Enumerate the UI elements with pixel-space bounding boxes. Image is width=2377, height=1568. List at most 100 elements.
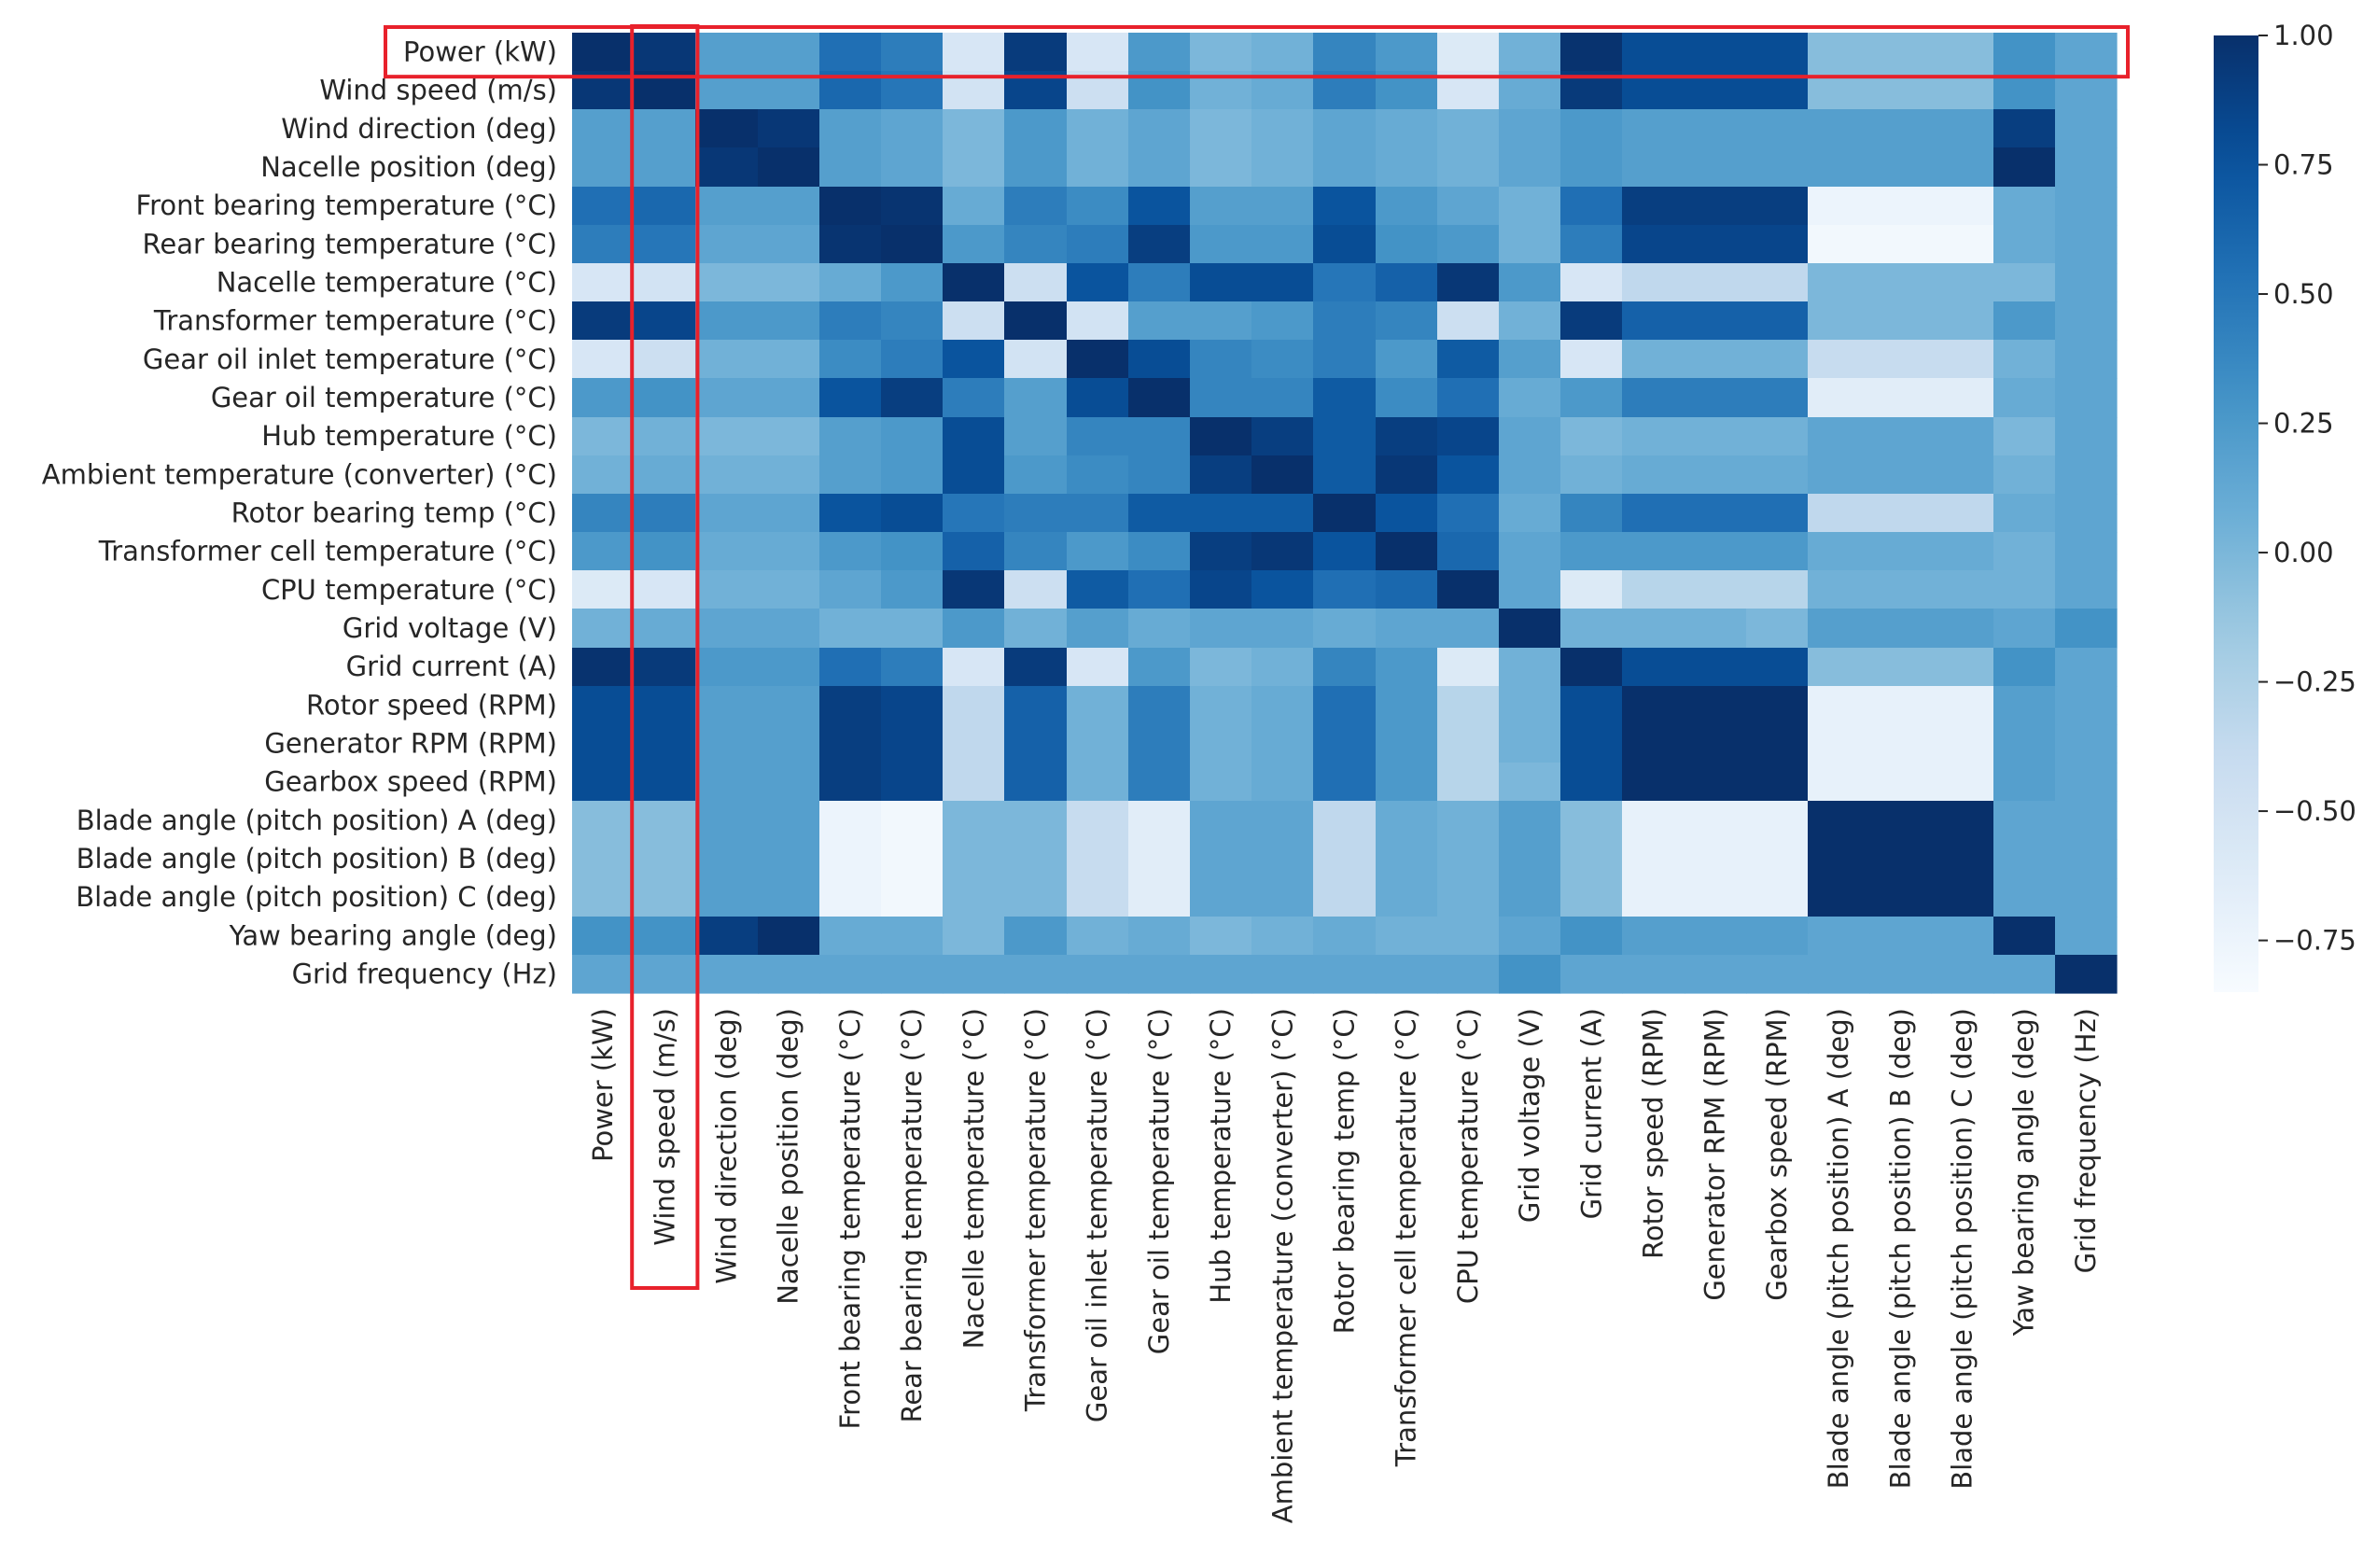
heatmap-cell-r24-c14 <box>1437 955 1500 994</box>
heatmap-cell-r4-c24 <box>2055 187 2118 226</box>
heatmap-cell-r4-c13 <box>1376 187 1438 226</box>
heatmap-cell-r15-c3 <box>758 609 820 649</box>
heatmap-cell-r7-c3 <box>758 301 820 341</box>
column-label-blade-angle-pitch-position-b-deg: Blade angle (pitch position) B (deg) <box>1884 1008 1916 1489</box>
heatmap-cell-r9-c11 <box>1251 378 1314 418</box>
heatmap-cell-r20-c13 <box>1376 801 1438 840</box>
heatmap-cell-r7-c17 <box>1622 301 1685 341</box>
column-label-gearbox-speed-rpm: Gearbox speed (RPM) <box>1761 1008 1793 1301</box>
heatmap-cell-r18-c1 <box>634 724 696 763</box>
heatmap-cell-r9-c19 <box>1746 378 1809 418</box>
heatmap-cell-r2-c5 <box>881 109 944 148</box>
column-label-rotor-speed-rpm: Rotor speed (RPM) <box>1638 1008 1670 1259</box>
heatmap-cell-r14-c9 <box>1128 570 1191 609</box>
heatmap-cell-r21-c23 <box>1993 839 2056 879</box>
heatmap-cell-r10-c3 <box>758 417 820 456</box>
heatmap-cell-r12-c24 <box>2055 494 2118 533</box>
heatmap-cell-r6-c21 <box>1869 263 1932 302</box>
row-label-rotor-speed-rpm: Rotor speed (RPM) <box>306 689 557 721</box>
heatmap-cell-r14-c13 <box>1376 570 1438 609</box>
heatmap-cell-r20-c6 <box>943 801 1005 840</box>
heatmap-cell-r12-c16 <box>1560 494 1623 533</box>
heatmap-cell-r5-c20 <box>1808 225 1870 264</box>
colorbar: 1.00 0.75 0.50 0.25 0.00 −0.25 −0.50 −0.75 <box>2214 20 2356 992</box>
heatmap-cell-r3-c21 <box>1869 147 1932 188</box>
heatmap-cell-r9-c5 <box>881 378 944 418</box>
heatmap-cell-r2-c1 <box>634 109 696 148</box>
heatmap-cell-r23-c19 <box>1746 917 1809 956</box>
heatmap-cell-r14-c23 <box>1993 570 2056 609</box>
heatmap-cell-r9-c1 <box>634 378 696 418</box>
heatmap-cell-r16-c2 <box>695 648 759 687</box>
heatmap-cell-r24-c2 <box>695 955 759 994</box>
heatmap-cell-r23-c18 <box>1685 917 1747 956</box>
heatmap-cell-r8-c9 <box>1128 340 1191 379</box>
heatmap-cell-r4-c14 <box>1437 187 1500 226</box>
heatmap-cell-r15-c23 <box>1993 609 2056 649</box>
heatmap-cell-r24-c24 <box>2055 955 2118 994</box>
heatmap-cell-r23-c24 <box>2055 917 2118 956</box>
heatmap-cell-r17-c6 <box>943 686 1005 725</box>
heatmap-cell-r22-c5 <box>881 878 944 917</box>
colorbar-tick-label: −0.50 <box>2273 795 2356 827</box>
heatmap-cell-r23-c14 <box>1437 917 1500 956</box>
heatmap-cell-r17-c21 <box>1869 686 1932 725</box>
heatmap-cell-r4-c4 <box>819 187 882 226</box>
heatmap-cell-r14-c18 <box>1685 570 1747 609</box>
heatmap-cell-r11-c22 <box>1931 455 1994 495</box>
colorbar-tick-label: 0.00 <box>2273 537 2334 568</box>
heatmap-cell-r15-c4 <box>819 609 882 649</box>
heatmap-cell-r6-c7 <box>1004 263 1068 302</box>
heatmap-cell-r13-c22 <box>1931 532 1994 571</box>
heatmap-cell-r13-c24 <box>2055 532 2118 571</box>
heatmap-cell-r24-c5 <box>881 955 944 994</box>
heatmap-cell-r5-c21 <box>1869 225 1932 264</box>
heatmap-cell-r24-c11 <box>1251 955 1314 994</box>
row-label-gear-oil-inlet-temperature-c: Gear oil inlet temperature (°C) <box>143 343 557 375</box>
heatmap-cell-r2-c15 <box>1499 109 1561 148</box>
heatmap-cell-r11-c20 <box>1808 455 1870 495</box>
heatmap-cell-r14-c22 <box>1931 570 1994 609</box>
heatmap-cell-r10-c15 <box>1499 417 1561 456</box>
heatmap-cell-r13-c12 <box>1313 532 1377 571</box>
heatmap-cell-r14-c5 <box>881 570 944 609</box>
heatmap-cell-r21-c17 <box>1622 839 1685 879</box>
row-label-blade-angle-pitch-position-b-deg: Blade angle (pitch position) B (deg) <box>77 843 557 875</box>
heatmap-cell-r4-c22 <box>1931 187 1994 226</box>
heatmap-cell-r6-c18 <box>1685 263 1747 302</box>
heatmap-cell-r8-c3 <box>758 340 820 379</box>
heatmap-cell-r21-c11 <box>1251 839 1314 879</box>
heatmap-cell-r3-c20 <box>1808 147 1870 188</box>
heatmap-cell-r22-c19 <box>1746 878 1809 917</box>
column-label-front-bearing-temperature-c: Front bearing temperature (°C) <box>834 1008 866 1429</box>
column-label-rotor-bearing-temp-c: Rotor bearing temp (°C) <box>1329 1008 1361 1334</box>
heatmap-cell-r15-c5 <box>881 609 944 649</box>
heatmap-cell-r6-c5 <box>881 263 944 302</box>
heatmap-cell-r3-c10 <box>1190 147 1252 188</box>
heatmap-cell-r3-c0 <box>572 147 635 188</box>
heatmap-cell-r14-c7 <box>1004 570 1068 609</box>
heatmap-cell-r0-c10 <box>1190 33 1252 72</box>
heatmap-cell-r10-c2 <box>695 417 759 456</box>
heatmap-cell-r16-c4 <box>819 648 882 687</box>
row-label-blade-angle-pitch-position-c-deg: Blade angle (pitch position) C (deg) <box>76 881 557 913</box>
heatmap-cell-r11-c1 <box>634 455 696 495</box>
heatmap-cell-r20-c9 <box>1128 801 1191 840</box>
heatmap-cell-r11-c2 <box>695 455 759 495</box>
heatmap-cell-r2-c2 <box>695 109 759 148</box>
heatmap-cell-r11-c13 <box>1376 455 1438 495</box>
heatmap-cell-r8-c0 <box>572 340 635 379</box>
heatmap-cell-r5-c8 <box>1067 225 1129 264</box>
heatmap-cell-r24-c17 <box>1622 955 1685 994</box>
heatmap-cell-r17-c18 <box>1685 686 1747 725</box>
heatmap-cell-r22-c22 <box>1931 878 1994 917</box>
heatmap-cell-r8-c23 <box>1993 340 2056 379</box>
row-label-transformer-cell-temperature-c: Transformer cell temperature (°C) <box>98 536 557 567</box>
heatmap-cell-r17-c11 <box>1251 686 1314 725</box>
heatmap-cell-r17-c12 <box>1313 686 1377 725</box>
heatmap-cell-r16-c11 <box>1251 648 1314 687</box>
heatmap-cell-r18-c8 <box>1067 724 1129 763</box>
heatmap-cell-r14-c3 <box>758 570 820 609</box>
heatmap-cell-r9-c2 <box>695 378 759 418</box>
